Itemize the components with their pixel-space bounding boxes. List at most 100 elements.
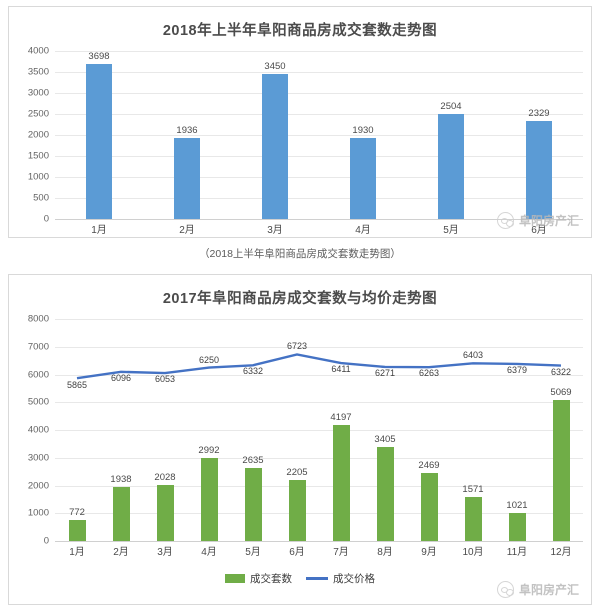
watermark-chart1: 阜阳房产汇: [496, 212, 579, 229]
chart2-card: 2017年阜阳商品房成交套数与均价走势图 0 1000 2000 3000 4000 50…: [8, 274, 592, 605]
gridline: 5000: [28, 397, 583, 408]
bar[interactable]: 772: [68, 507, 86, 541]
bar[interactable]: 1021: [506, 500, 528, 541]
x-axis-tick-label: 6月: [531, 225, 547, 236]
line-value-label: 6271: [374, 367, 396, 378]
bar[interactable]: 3450: [262, 61, 288, 219]
y-axis-tick-label: 3000: [27, 87, 49, 99]
bar[interactable]: 1930: [350, 125, 376, 219]
legend-line-label: 成交价格: [333, 573, 375, 585]
x-axis-tick-label: 4月: [355, 225, 371, 236]
bar[interactable]: 2205: [286, 467, 308, 541]
bar-group: 3698: [55, 51, 143, 219]
legend-item-line: 成交价格: [306, 571, 375, 586]
y-axis-tick-label: 4000: [27, 45, 49, 57]
line-value-label: 6411: [331, 364, 351, 375]
bar-value-label: 1021: [506, 499, 528, 511]
y-axis-tick-label: 2000: [27, 480, 49, 491]
line-value-label: 6053: [154, 374, 176, 385]
x-axis-tick-label: 8月: [377, 547, 393, 558]
bar[interactable]: 1938: [110, 474, 132, 541]
chart1-plot-area: 0 500 1000 1500 2000 2500 3000 3500 4000 3698 193…: [28, 46, 583, 225]
line-value-label: 6096: [110, 372, 132, 383]
bar[interactable]: 2504: [438, 101, 464, 219]
x-axis-tick-label: 5月: [245, 547, 261, 558]
watermark-label: 阜阳房产汇: [518, 583, 579, 597]
gridline: 3000: [28, 452, 583, 463]
chart2-x-axis-labels: 1月 2月 3月 4月 5月 6月 7月 8月 9月 10月 11月 12月: [55, 543, 583, 558]
legend-line-swatch-icon: [306, 577, 328, 580]
x-axis-tick-label: 10月: [462, 547, 484, 558]
bar-value-label: 2205: [286, 466, 308, 478]
gridline: 4000: [28, 425, 583, 436]
y-axis-tick-label: 1000: [27, 507, 49, 519]
bar[interactable]: 5069: [550, 387, 572, 541]
bar[interactable]: 3405: [374, 434, 396, 541]
bar-value-label: 2028: [154, 471, 176, 483]
bar[interactable]: 2469: [418, 460, 440, 541]
chart1-card: 2018年上半年阜阳商品房成交套数走势图 0 500 1000 1500 2000 250…: [8, 6, 592, 238]
gridline: 500: [33, 193, 583, 204]
gridline: 1000: [28, 172, 583, 183]
line-value-label: 6723: [286, 341, 308, 352]
bar-group: 3450: [231, 51, 319, 219]
x-axis-tick-label: 3月: [157, 547, 173, 558]
bar-value-label: 2469: [418, 459, 440, 471]
bar-value-label: 1936: [176, 124, 198, 136]
x-axis-tick-label: 2月: [113, 547, 129, 558]
bar-group: 1938: [99, 319, 143, 541]
bar-group: 1936: [143, 51, 231, 219]
legend-bar-label: 成交套数: [250, 573, 292, 585]
bar[interactable]: 2028: [154, 472, 176, 541]
bar[interactable]: 2992: [198, 445, 220, 541]
bar-value-label: 5069: [550, 387, 572, 399]
bar-group: 1571: [451, 319, 495, 541]
bar-value-label: 772: [69, 506, 85, 518]
gridline: 2000: [28, 130, 583, 141]
bar-value-label: 4197: [330, 411, 352, 423]
bar[interactable]: 1936: [174, 125, 200, 219]
x-axis-tick-label: 4月: [201, 547, 217, 558]
bar-value-label: 2635: [242, 454, 264, 466]
x-axis-tick-label: 12月: [550, 547, 572, 558]
bar[interactable]: 1571: [462, 484, 484, 541]
bar-value-label: 3405: [374, 433, 396, 445]
y-axis-tick-label: 3500: [27, 66, 49, 78]
gridline: 0: [44, 536, 583, 547]
line-value-label: 6332: [242, 366, 264, 377]
y-axis-tick-label: 2000: [27, 129, 49, 141]
y-axis-tick-label: 5000: [27, 396, 49, 408]
x-axis-tick-label: 1月: [91, 225, 107, 236]
line-value-label: 6379: [506, 364, 528, 375]
bar-group: 2329: [495, 51, 583, 219]
y-axis-tick-label: 8000: [27, 313, 49, 325]
line-value-label: 6403: [462, 350, 484, 361]
wechat-logo-icon: [496, 581, 514, 598]
bar-group: 2028: [143, 319, 187, 541]
line-value-label: 6250: [198, 354, 220, 365]
bar-value-label: 1930: [352, 124, 374, 136]
x-axis-tick-label: 5月: [443, 225, 459, 236]
chart1-bar-series: 3698 1936 3450 1930 2504 2329: [55, 51, 583, 219]
chart2-bar-series: 772 1938 2028 2992 2635 2205 4197 3405 2469 1571 1…: [55, 319, 583, 541]
gridline: 7000: [28, 341, 583, 352]
x-axis-tick-label: 1月: [69, 547, 85, 558]
y-axis-tick-label: 4000: [27, 424, 49, 436]
line-value-label: 6263: [418, 368, 440, 379]
x-axis-tick-label: 11月: [506, 547, 528, 558]
chart2-legend: 成交套数 成交价格: [9, 571, 591, 586]
x-axis-tick-label: 3月: [267, 225, 283, 236]
gridline: 4000: [28, 46, 583, 57]
y-axis-tick-label: 0: [43, 213, 49, 225]
bar[interactable]: 2329: [526, 108, 552, 219]
bar-group: 2205: [275, 319, 319, 541]
bar[interactable]: 4197: [330, 412, 352, 541]
line-value-label: 5865: [66, 380, 88, 391]
bar[interactable]: 3698: [86, 51, 112, 219]
gridline: 3000: [28, 88, 583, 99]
x-axis-tick-label: 2月: [179, 225, 195, 236]
bar[interactable]: 2635: [242, 455, 264, 541]
gridline: 2000: [28, 480, 583, 491]
gridline: 3500: [28, 67, 583, 78]
y-axis-tick-label: 2500: [27, 108, 49, 120]
